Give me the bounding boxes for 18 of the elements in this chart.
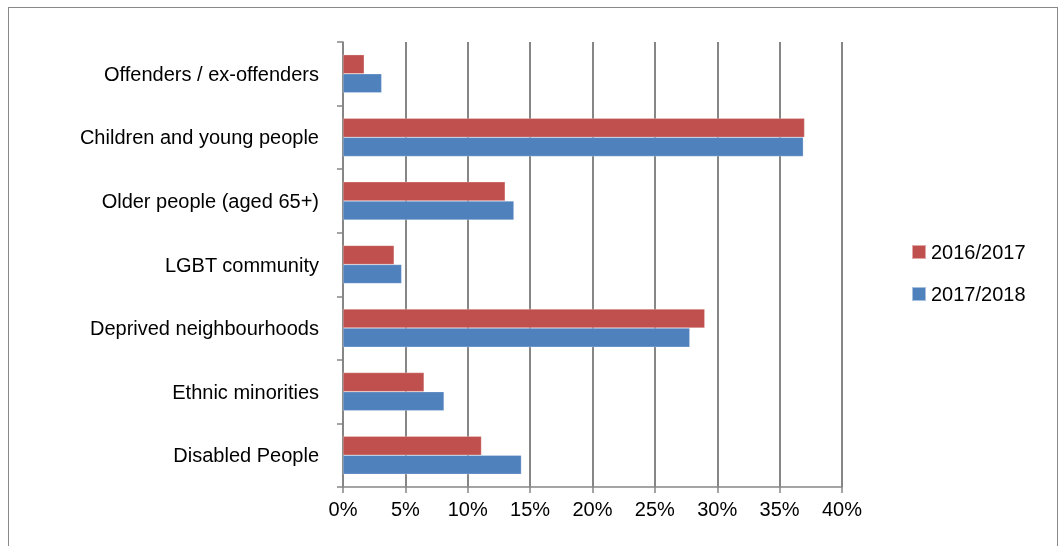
legend-label: 2016/2017 [931, 241, 1026, 263]
y-tick-label: Older people (aged 65+) [101, 189, 319, 212]
y-tick-label: Children and young people [79, 126, 319, 149]
x-tick-label: 35% [759, 498, 800, 520]
x-tick-label: 40% [821, 498, 863, 520]
y-tick-label: LGBT community [164, 253, 319, 276]
legend-label: 2017/2018 [931, 283, 1026, 305]
y-tick-label: Offenders / ex-offenders [104, 62, 319, 85]
y-tick-label: Deprived neighbourhoods [89, 317, 319, 340]
x-tick-label: 30% [697, 498, 738, 520]
x-tick-label: 0% [328, 498, 358, 520]
x-tick-label: 20% [572, 498, 613, 520]
y-tick-label: Ethnic minorities [172, 380, 319, 403]
y-tick-label: Disabled People [173, 444, 319, 467]
x-tick-label: 5% [390, 498, 421, 520]
x-tick-label: 10% [447, 498, 488, 520]
x-tick-label: 25% [634, 498, 676, 520]
x-tick-label: 15% [510, 498, 551, 520]
